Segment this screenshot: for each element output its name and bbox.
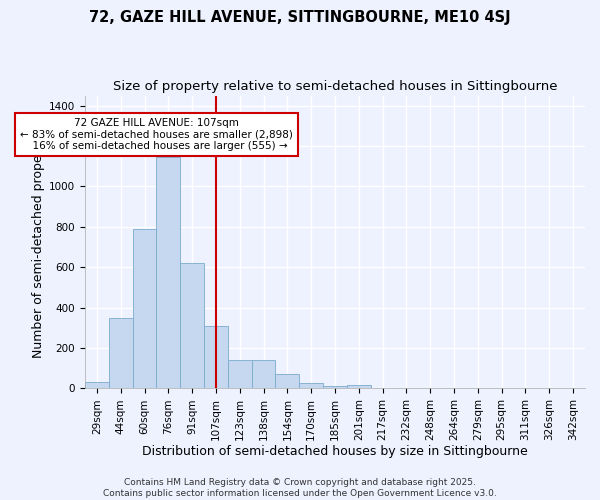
X-axis label: Distribution of semi-detached houses by size in Sittingbourne: Distribution of semi-detached houses by …: [142, 444, 528, 458]
Bar: [133, 229, 157, 388]
Bar: [251, 360, 275, 388]
Bar: [299, 384, 323, 388]
Bar: [323, 386, 347, 388]
Bar: [275, 374, 299, 388]
Bar: [228, 360, 251, 388]
Text: 72 GAZE HILL AVENUE: 107sqm
← 83% of semi-detached houses are smaller (2,898)
  : 72 GAZE HILL AVENUE: 107sqm ← 83% of sem…: [20, 118, 293, 151]
Bar: [109, 318, 133, 388]
Bar: [204, 326, 228, 388]
Bar: [157, 157, 180, 388]
Text: Contains HM Land Registry data © Crown copyright and database right 2025.
Contai: Contains HM Land Registry data © Crown c…: [103, 478, 497, 498]
Y-axis label: Number of semi-detached properties: Number of semi-detached properties: [32, 126, 45, 358]
Bar: [180, 263, 204, 388]
Title: Size of property relative to semi-detached houses in Sittingbourne: Size of property relative to semi-detach…: [113, 80, 557, 93]
Bar: [347, 386, 371, 388]
Text: 72, GAZE HILL AVENUE, SITTINGBOURNE, ME10 4SJ: 72, GAZE HILL AVENUE, SITTINGBOURNE, ME1…: [89, 10, 511, 25]
Bar: [85, 382, 109, 388]
